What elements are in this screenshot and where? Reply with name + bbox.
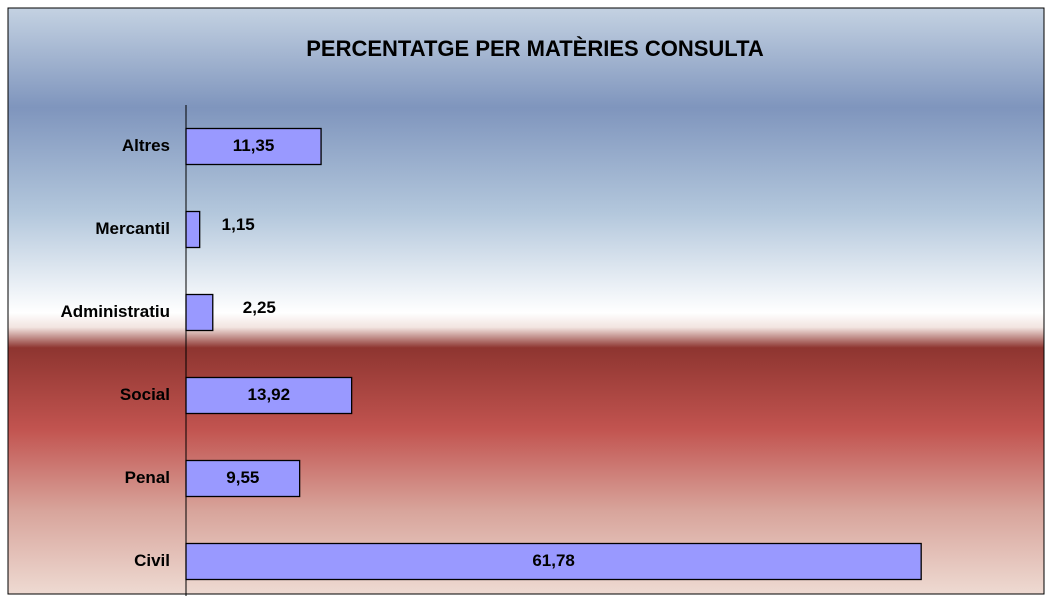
data-label: 2,25 xyxy=(243,298,276,317)
bar xyxy=(185,459,301,498)
bar xyxy=(185,210,201,249)
bar xyxy=(185,293,214,332)
data-label: 11,35 xyxy=(233,136,275,155)
chart-area xyxy=(7,7,1045,595)
category-label: Administratiu xyxy=(60,302,170,321)
chart-title: PERCENTATGE PER MATÈRIES CONSULTA xyxy=(306,36,764,61)
data-label: 9,55 xyxy=(226,468,259,487)
category-label: Civil xyxy=(134,551,170,570)
category-label: Mercantil xyxy=(95,219,170,238)
bar xyxy=(185,376,353,415)
category-label: Social xyxy=(120,385,170,404)
bar xyxy=(185,127,322,166)
category-label: Altres xyxy=(122,136,170,155)
category-label: Penal xyxy=(125,468,170,487)
data-label: 61,78 xyxy=(532,551,575,570)
data-label: 1,15 xyxy=(222,215,255,234)
data-label: 13,92 xyxy=(248,385,291,404)
bar xyxy=(185,542,922,581)
